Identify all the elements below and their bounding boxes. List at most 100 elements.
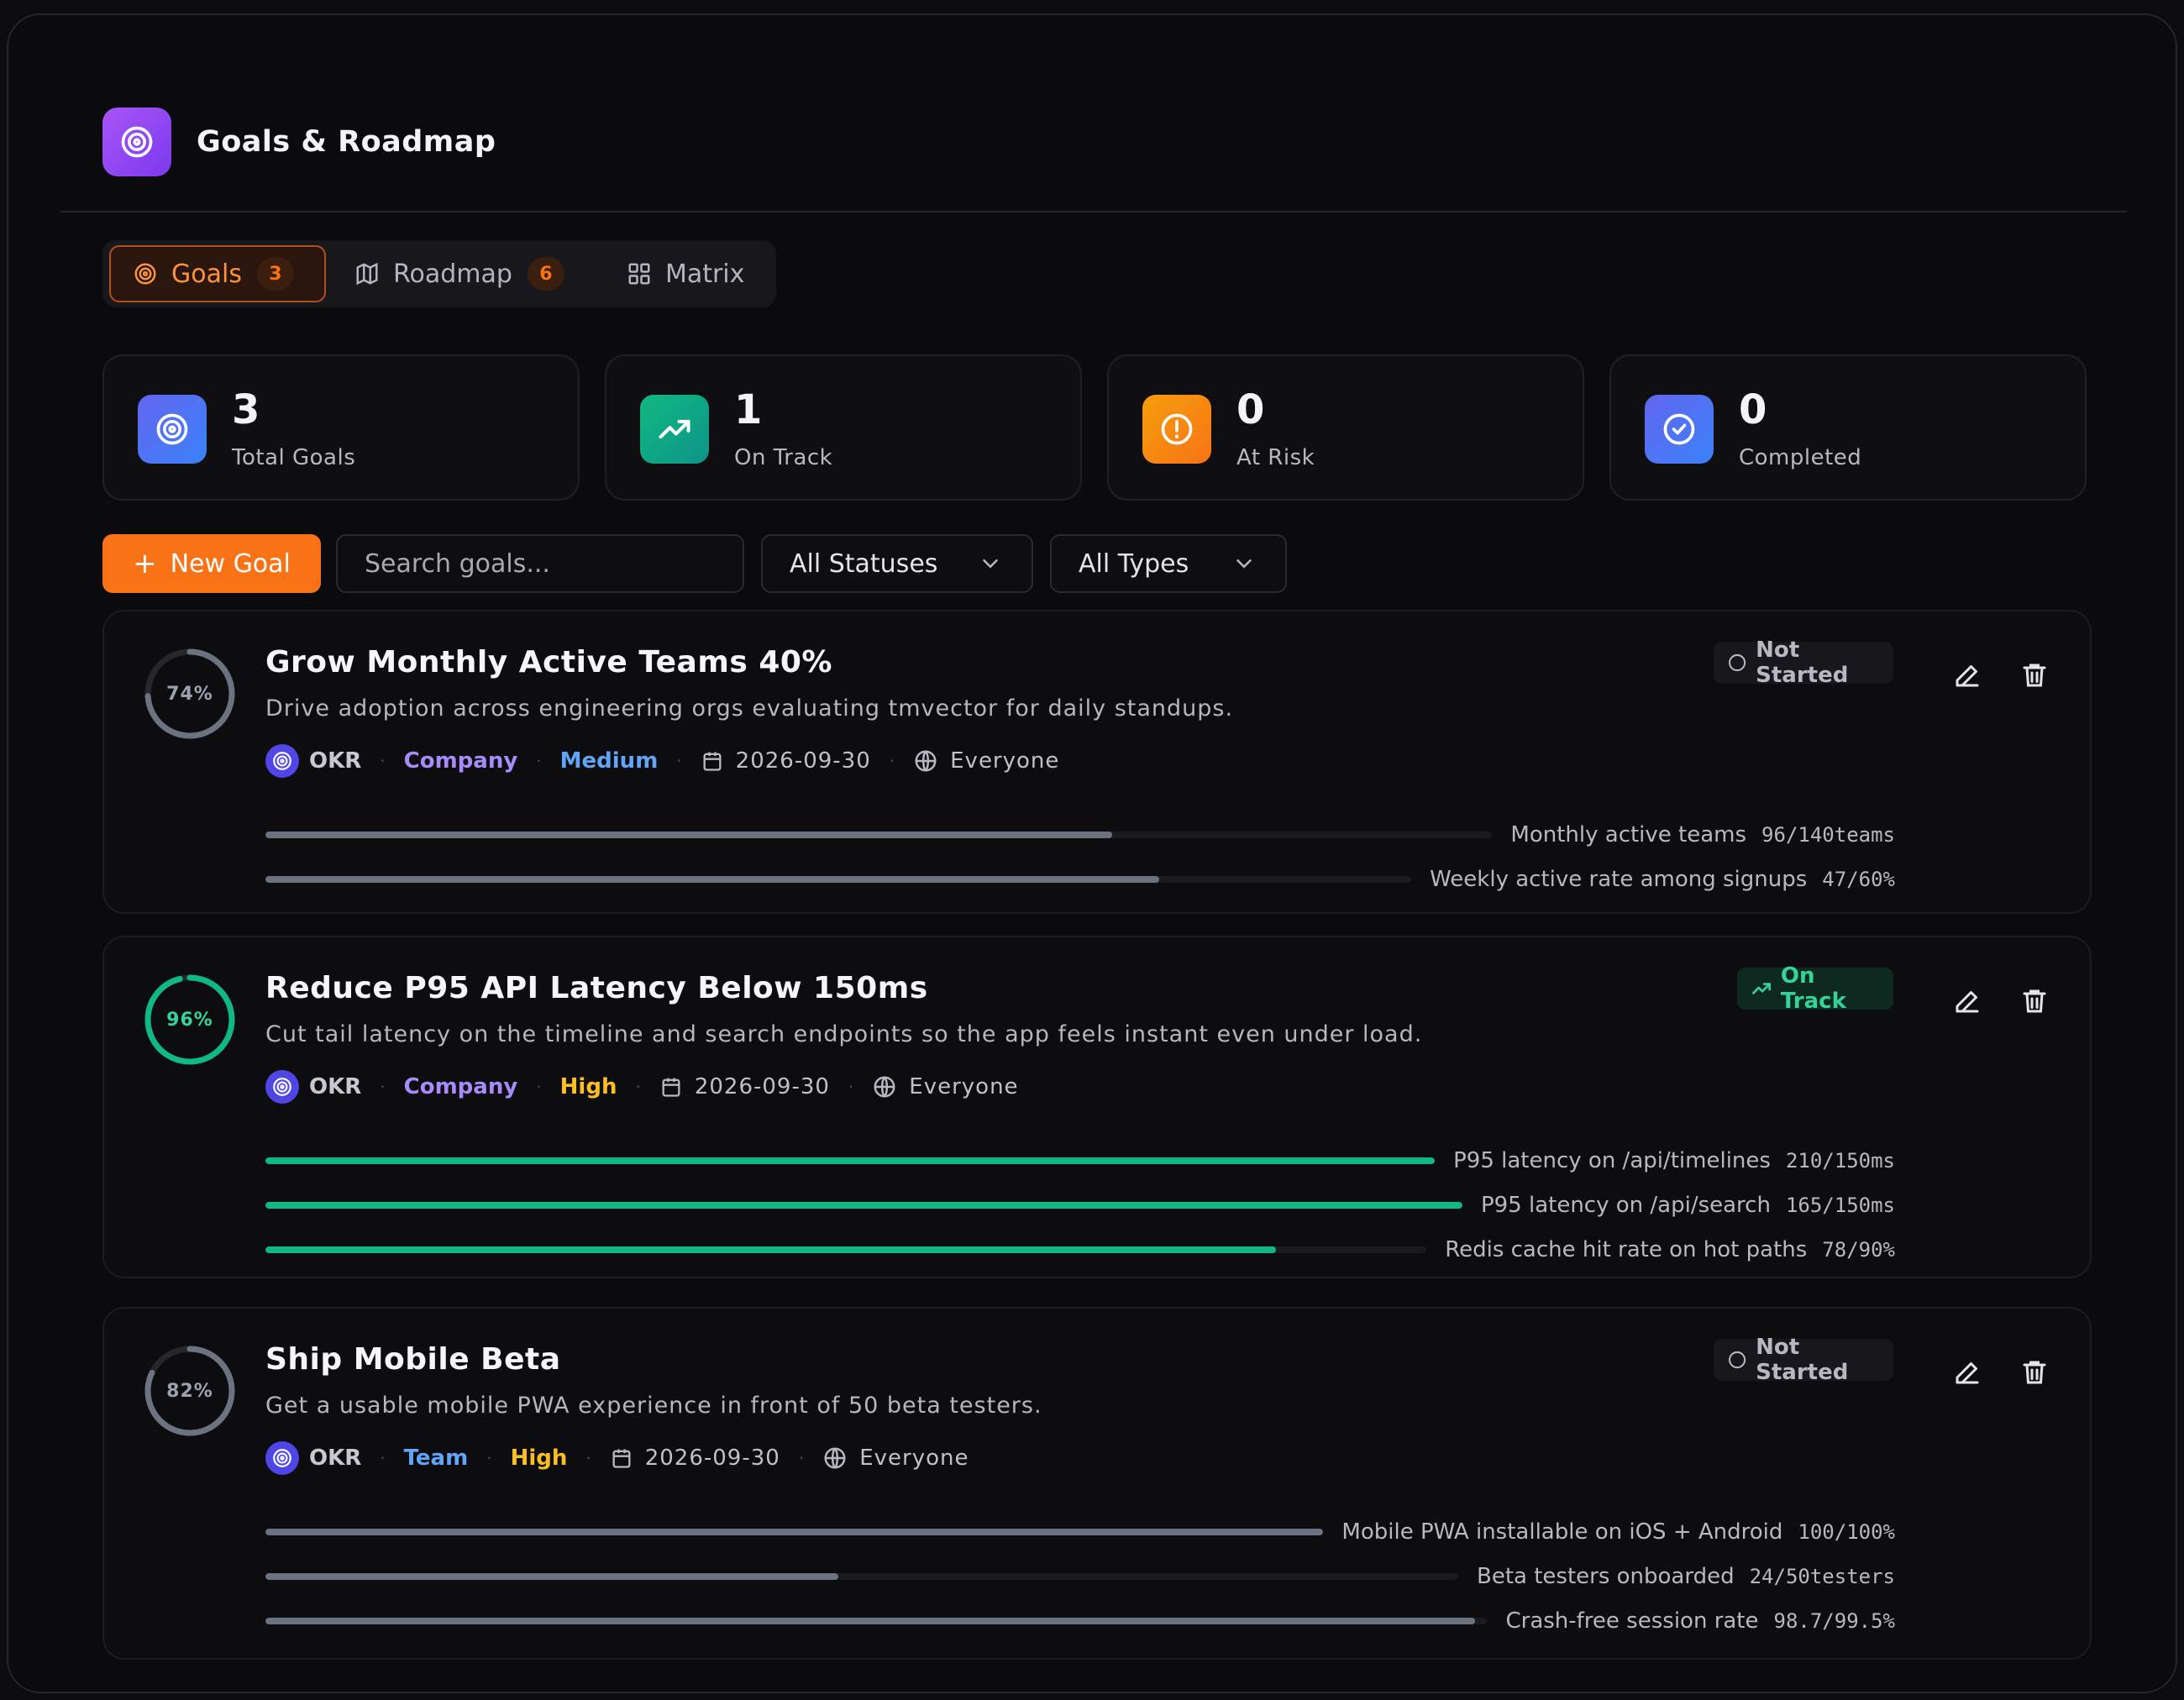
key-result-row: Weekly active rate among signups 47/60% — [265, 866, 1895, 893]
progress-ring: 96% — [141, 971, 239, 1068]
edit-goal-button[interactable] — [1949, 657, 1986, 694]
key-result-track — [265, 1157, 1436, 1164]
type-filter-value: All Types — [1079, 548, 1189, 579]
separator-dot: · — [848, 1077, 854, 1097]
status-badge: On Track — [1737, 963, 1893, 1014]
circle-icon — [1729, 653, 1746, 672]
status-filter-select[interactable]: All Statuses — [761, 534, 1033, 593]
check-circle-icon — [1645, 395, 1714, 464]
progress-percent: 74% — [166, 683, 213, 705]
stat-label: On Track — [734, 445, 833, 470]
delete-goal-button[interactable] — [2016, 983, 2053, 1020]
calendar-icon — [701, 749, 724, 773]
goal-scope: Company — [403, 748, 518, 774]
tab-count: 3 — [256, 257, 294, 291]
tab-label: Matrix — [664, 259, 745, 289]
separator-dot: · — [536, 1077, 542, 1097]
key-result-track — [265, 876, 1412, 883]
status-badge: Not Started — [1714, 1335, 1893, 1385]
new-goal-button[interactable]: + New Goal — [102, 534, 321, 593]
key-result-progress-fill — [265, 1246, 1276, 1253]
status-label: Not Started — [1756, 1335, 1849, 1385]
key-result-row: Redis cache hit rate on hot paths 78/90% — [265, 1236, 1895, 1263]
trash-icon — [2023, 664, 2046, 687]
progress-ring: 82% — [141, 1342, 239, 1440]
chevron-down-icon — [1236, 559, 1252, 569]
separator-dot: · — [380, 1077, 386, 1097]
delete-goal-button[interactable] — [2016, 1354, 2053, 1391]
plus-icon: + — [133, 547, 157, 580]
trash-icon — [2023, 989, 2046, 1013]
key-result-row: Mobile PWA installable on iOS + Android … — [265, 1519, 1895, 1545]
goal-scope: Company — [403, 1074, 518, 1099]
pencil-icon — [1956, 991, 1979, 1013]
globe-icon — [822, 1446, 848, 1471]
key-result-track — [265, 1573, 1458, 1580]
goal-title[interactable]: Grow Monthly Active Teams 40% — [265, 645, 832, 679]
tab-count: 6 — [527, 257, 564, 291]
trash-icon — [2023, 1361, 2046, 1384]
goal-due-date: 2026-09-30 — [735, 748, 871, 774]
key-result-row: Monthly active teams 96/140teams — [265, 821, 1895, 848]
key-result-name: Monthly active teams — [1510, 822, 1747, 847]
search-input[interactable] — [336, 534, 744, 593]
key-result-progress-fill — [265, 1157, 1436, 1164]
key-result-progress-fill — [265, 1529, 1324, 1535]
goal-scope: Team — [403, 1446, 469, 1471]
type-filter-select[interactable]: All Types — [1050, 534, 1287, 593]
tab-matrix[interactable]: Matrix — [605, 245, 766, 302]
stat-on-track: 1 On Track — [605, 354, 1082, 501]
status-filter-value: All Statuses — [790, 548, 938, 579]
edit-goal-button[interactable] — [1949, 1354, 1986, 1391]
key-result-value: 96/140teams — [1761, 823, 1895, 847]
key-result-value: 24/50testers — [1749, 1565, 1895, 1588]
goal-description: Get a usable mobile PWA experience in fr… — [265, 1393, 1042, 1419]
key-result-name: P95 latency on /api/timelines — [1453, 1148, 1771, 1173]
stat-label: Completed — [1739, 445, 1862, 470]
tab-goals[interactable]: Goals 3 — [109, 245, 326, 302]
key-result-name: Redis cache hit rate on hot paths — [1445, 1237, 1808, 1262]
goal-meta: OKR · Team · High · 2026-09-30 · Everyon… — [265, 1441, 969, 1475]
tab-label: Goals — [171, 259, 242, 289]
key-result-progress-fill — [265, 832, 1112, 838]
trending-up-icon — [640, 395, 709, 464]
key-result-name: Weekly active rate among signups — [1430, 867, 1808, 892]
delete-goal-button[interactable] — [2016, 657, 2053, 694]
goal-title[interactable]: Ship Mobile Beta — [265, 1342, 561, 1377]
stat-label: At Risk — [1236, 445, 1315, 470]
key-result-track — [265, 1529, 1324, 1535]
stat-value: 0 — [1236, 386, 1265, 433]
alert-circle-icon — [1142, 395, 1211, 464]
goal-title[interactable]: Reduce P95 API Latency Below 150ms — [265, 971, 928, 1005]
goal-card[interactable]: 82% Ship Mobile Beta Get a usable mobile… — [102, 1307, 2092, 1660]
page-title: Goals & Roadmap — [197, 125, 496, 159]
tab-roadmap[interactable]: Roadmap 6 — [333, 245, 586, 302]
key-result-progress-fill — [265, 1573, 838, 1580]
goal-meta: OKR · Company · High · 2026-09-30 · Ever… — [265, 1070, 1019, 1104]
stat-value: 0 — [1739, 386, 1767, 433]
stat-total-goals: 3 Total Goals — [102, 354, 580, 501]
key-result-name: P95 latency on /api/search — [1480, 1193, 1771, 1218]
goal-type: OKR — [309, 748, 362, 774]
key-result-value: 78/90% — [1822, 1238, 1895, 1262]
calendar-icon — [610, 1446, 633, 1470]
key-result-value: 100/100% — [1798, 1520, 1895, 1544]
separator-dot: · — [486, 1448, 492, 1468]
view-tabs: Goals 3 Roadmap 6 Matrix — [102, 240, 776, 307]
key-result-value: 165/150ms — [1785, 1194, 1895, 1217]
chevron-down-icon — [983, 559, 998, 569]
globe-icon — [913, 748, 938, 774]
goal-visibility: Everyone — [909, 1074, 1019, 1099]
trending-up-icon — [1751, 983, 1771, 994]
goal-type: OKR — [309, 1446, 362, 1471]
goal-card[interactable]: 96% Reduce P95 API Latency Below 150ms C… — [102, 936, 2092, 1278]
edit-goal-button[interactable] — [1949, 983, 1986, 1020]
pencil-icon — [1956, 665, 1979, 687]
progress-percent: 96% — [166, 1009, 213, 1031]
goal-card[interactable]: 74% Grow Monthly Active Teams 40% Drive … — [102, 610, 2092, 914]
tab-label: Roadmap — [393, 259, 512, 289]
goal-visibility: Everyone — [950, 748, 1060, 774]
target-icon — [134, 263, 156, 285]
globe-icon — [872, 1074, 897, 1099]
key-result-name: Mobile PWA installable on iOS + Android — [1341, 1519, 1783, 1545]
